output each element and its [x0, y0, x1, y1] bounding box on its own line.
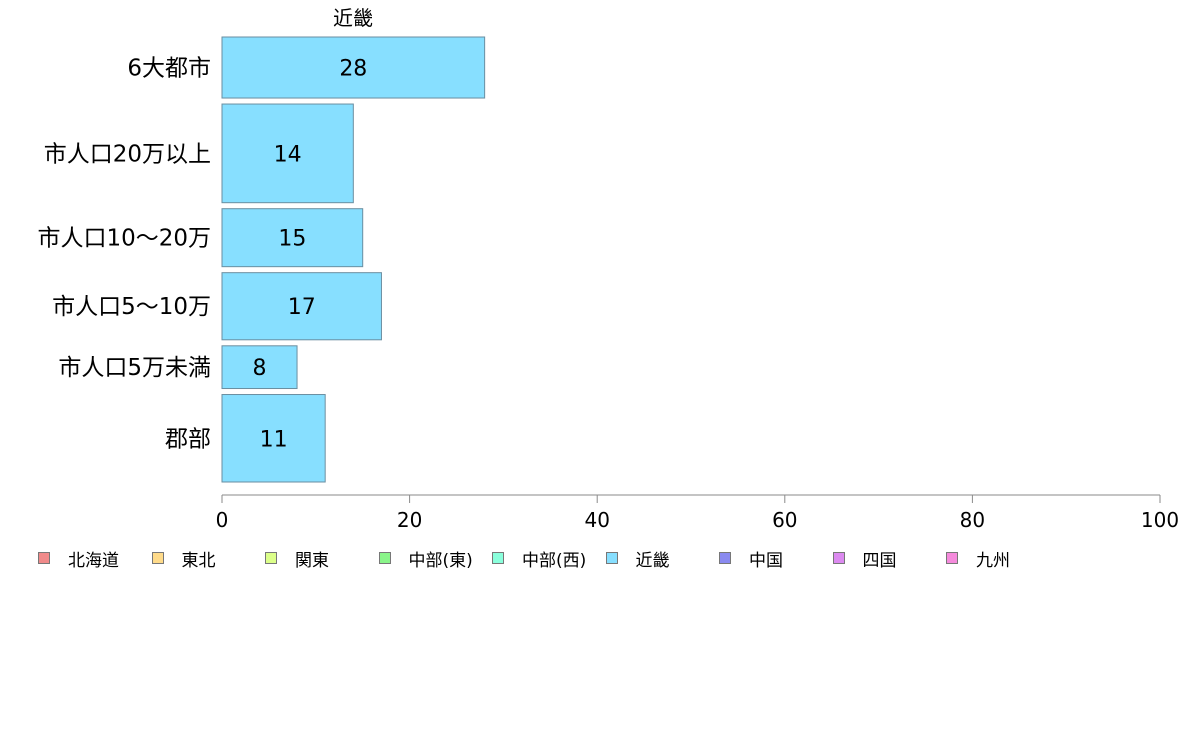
legend-label: 四国: [862, 550, 897, 571]
x-tick-label: 0: [216, 508, 229, 532]
bar-chart: 近畿 28 6大都市 14 市人口20万以上 15 市人口10〜20万 17 市人口5〜10万…: [37, 6, 1179, 532]
category-label: 6大都市: [127, 56, 211, 82]
legend-label: 中部(東): [408, 550, 473, 571]
legend-item: 中部(東): [378, 547, 473, 571]
legend-swatch: [605, 552, 618, 564]
legend-label: 関東: [295, 550, 329, 571]
legend-swatch: [492, 552, 504, 564]
category-label: 市人口5万未満: [58, 355, 211, 381]
category-label: 市人口5〜10万: [52, 294, 211, 320]
legend-swatch: [38, 552, 50, 564]
x-tick-label: 40: [584, 508, 609, 532]
legend-label: 中部(西): [522, 550, 587, 571]
x-tick-label: 80: [960, 508, 985, 532]
legend-swatch: [832, 552, 845, 564]
legend-item: 近畿: [605, 547, 670, 571]
bar: [221, 345, 298, 390]
chart-title: 近畿: [333, 6, 373, 30]
x-tick-label: 20: [397, 508, 422, 532]
legend-swatch: [265, 552, 277, 564]
legend-label: 東北: [181, 550, 216, 571]
bar-value-label: 14: [274, 142, 302, 167]
legend-label: 北海道: [68, 550, 119, 571]
category-label: 郡部: [165, 426, 211, 452]
bar-value-label: 8: [253, 356, 267, 381]
bar-value-label: 28: [339, 57, 367, 82]
legend-item: 中国: [719, 547, 783, 571]
legend-item: 東北: [151, 547, 216, 571]
legend-swatch: [719, 552, 731, 564]
category-label: 市人口10〜20万: [37, 226, 211, 252]
x-tick-label: 100: [1141, 508, 1179, 532]
legend-item: 北海道: [38, 547, 119, 571]
legend-label: 近畿: [635, 550, 670, 571]
legend-swatch: [946, 552, 958, 564]
bar: [221, 272, 382, 341]
bar: [221, 36, 486, 99]
legend-swatch: [378, 552, 391, 564]
category-label: 市人口20万以上: [44, 141, 211, 167]
bar-value-label: 17: [288, 295, 316, 320]
bar-value-label: 15: [278, 227, 306, 252]
legend-item: 関東: [265, 547, 329, 571]
bar: [221, 208, 364, 268]
legend-label: 中国: [749, 550, 783, 571]
bar-value-label: 11: [260, 427, 288, 452]
legend-item: 九州: [946, 547, 1010, 571]
legend-label: 九州: [976, 550, 1010, 571]
bar: [221, 394, 326, 483]
bar: [221, 103, 354, 204]
legend-swatch: [151, 552, 164, 564]
x-tick-label: 60: [772, 508, 797, 532]
legend-item: 四国: [832, 547, 897, 571]
legend-item: 中部(西): [492, 547, 587, 571]
